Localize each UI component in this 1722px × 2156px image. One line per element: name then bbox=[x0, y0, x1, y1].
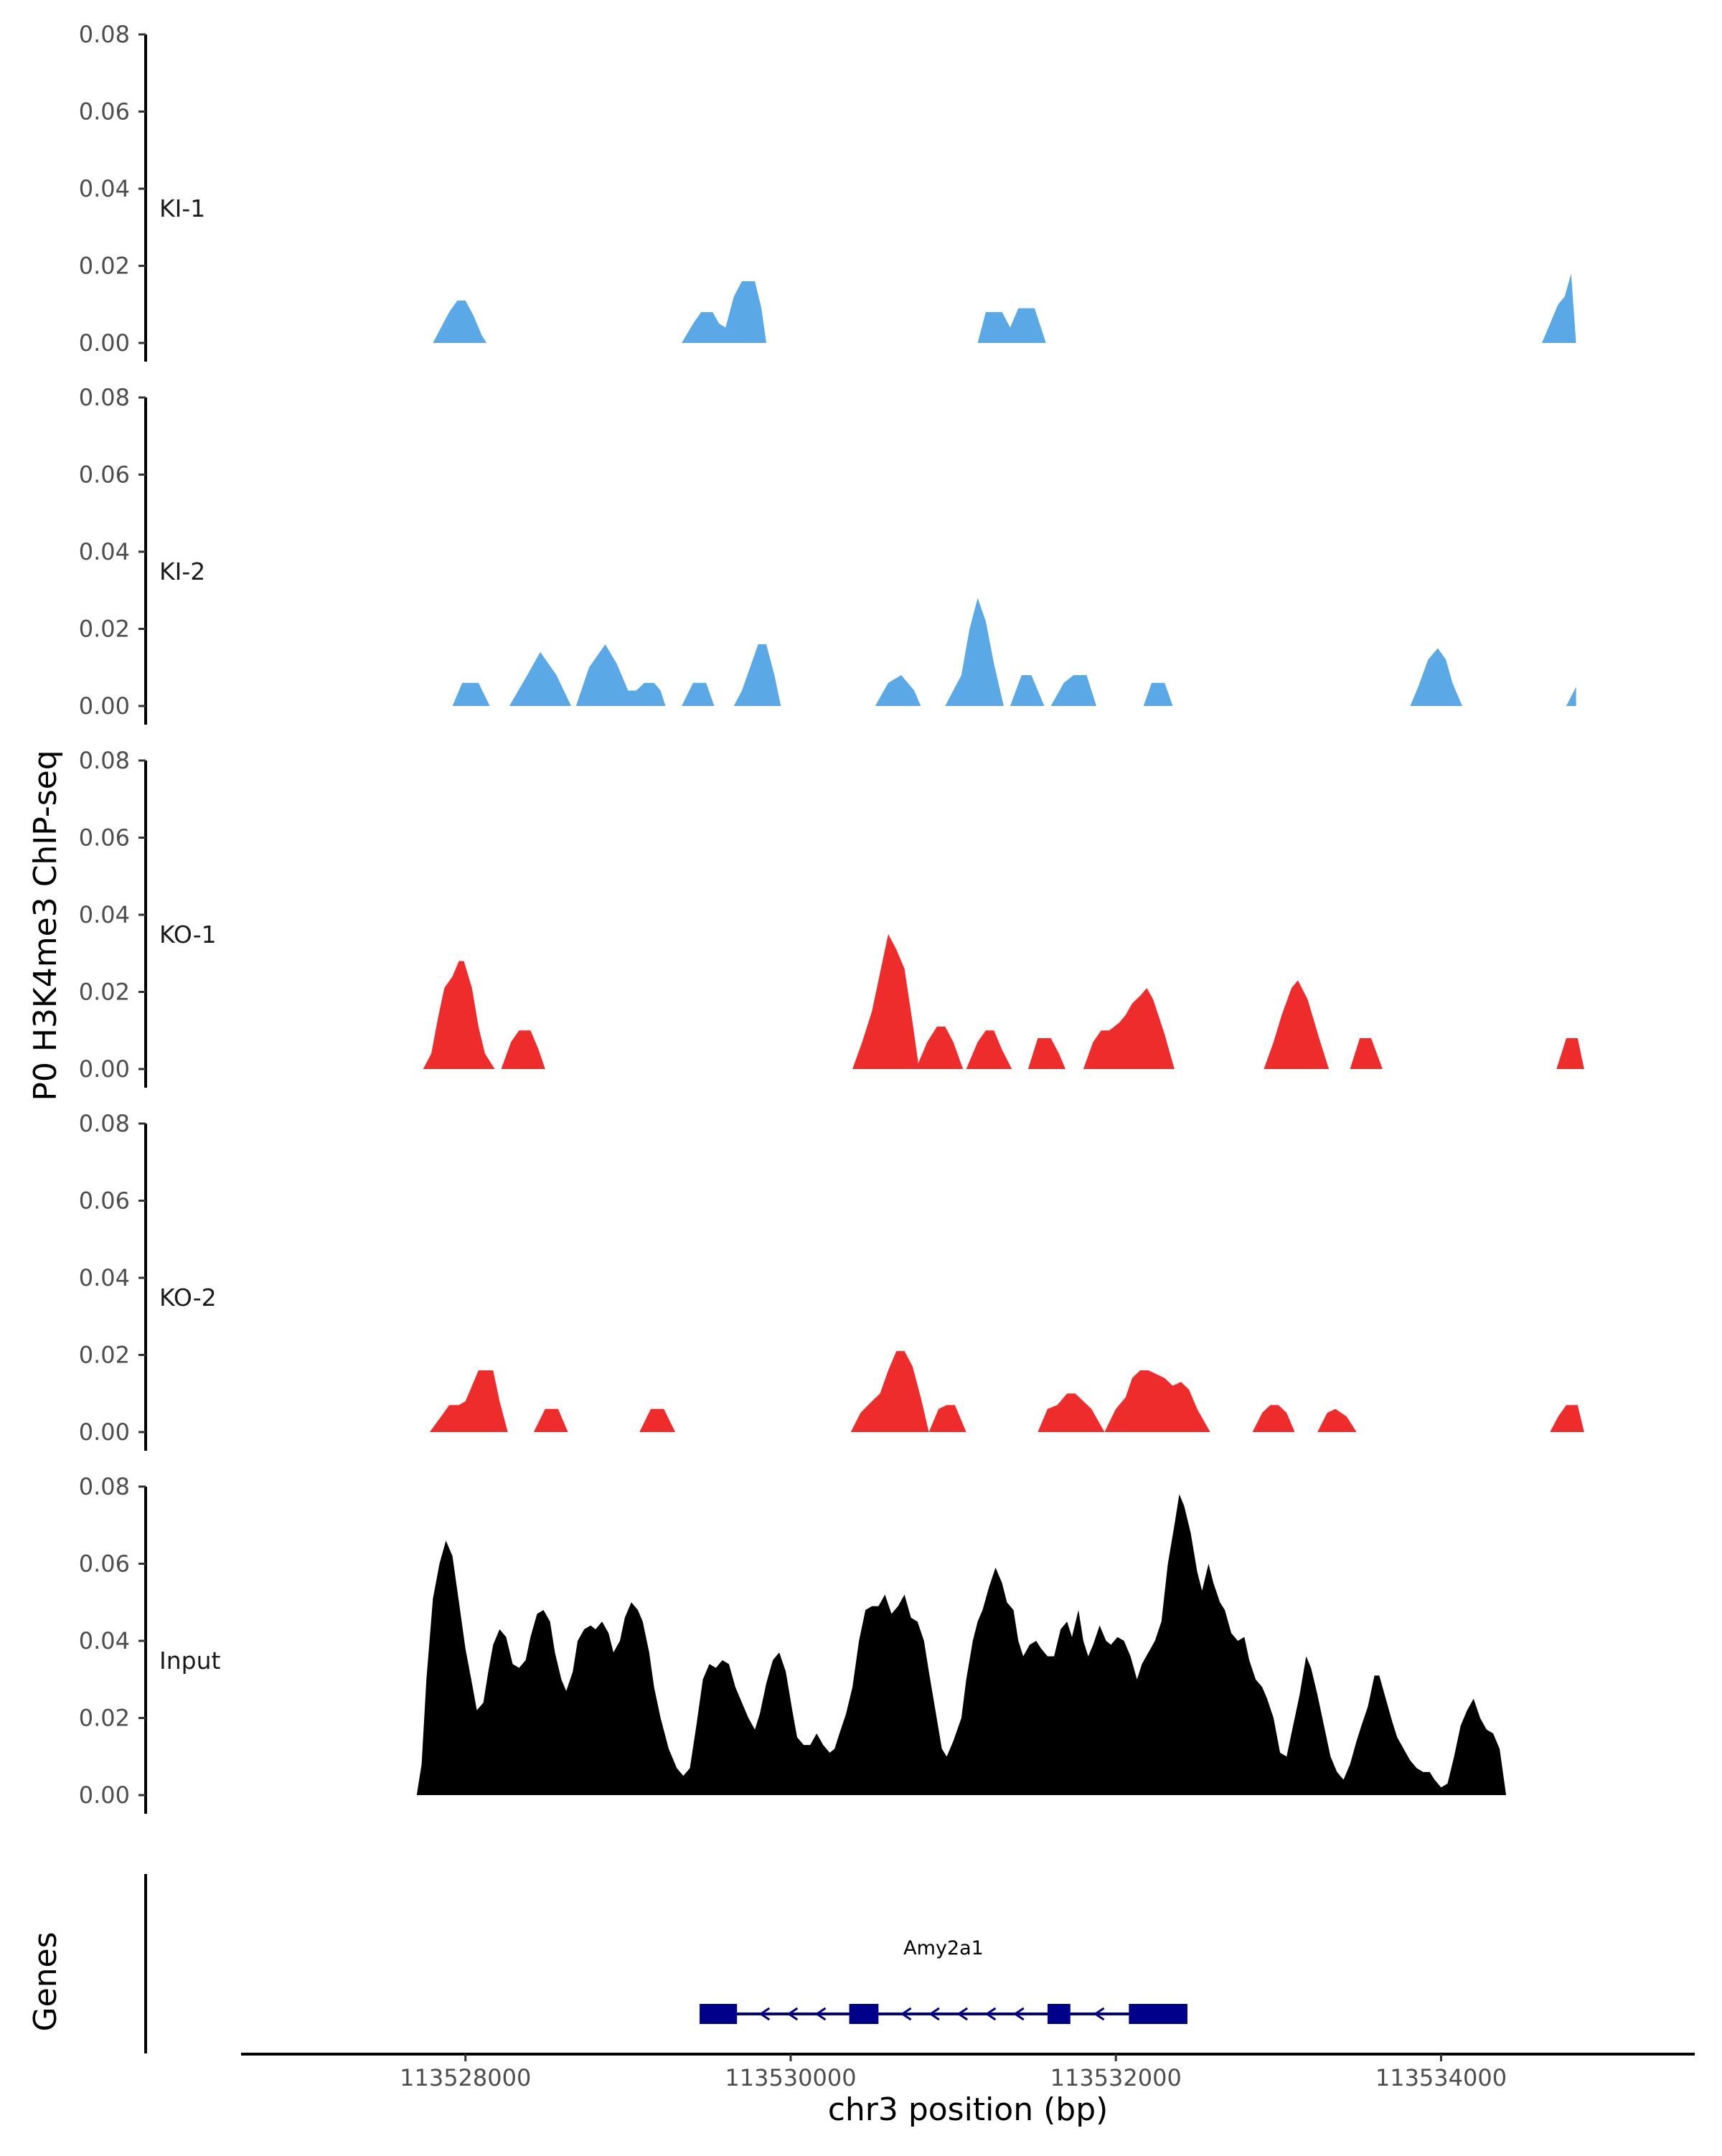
y-tick-label: 0.08 bbox=[79, 747, 130, 774]
x-tick-label: 113528000 bbox=[400, 2064, 531, 2091]
coverage-area-ko-1 bbox=[423, 933, 1584, 1069]
y-tick-label: 0.02 bbox=[79, 1705, 130, 1732]
panel-input: 0.00 0.02 0.04 0.06 0.08 Input bbox=[79, 1473, 1571, 1814]
strand-arrow bbox=[900, 2007, 912, 2021]
y-tick-label: 0.06 bbox=[79, 461, 130, 489]
strand-arrow bbox=[814, 2007, 827, 2021]
y-tick-label: 0.06 bbox=[79, 824, 130, 852]
y-tick-label: 0.04 bbox=[79, 175, 130, 202]
y-tick-label: 0.02 bbox=[79, 979, 130, 1006]
coverage-panels: 0.00 0.02 0.04 0.06 0.08 KI-1 0.00 0.02 0.04 0.06… bbox=[79, 21, 1584, 1814]
y-tick-label: 0.02 bbox=[79, 1342, 130, 1369]
y-tick-label: 0.08 bbox=[79, 1473, 130, 1500]
strand-arrow bbox=[758, 2007, 771, 2021]
strand-arrow bbox=[956, 2007, 969, 2021]
panel-ko-2: 0.00 0.02 0.04 0.06 0.08 KO-2 bbox=[79, 1110, 1584, 1451]
panel-label: KI-2 bbox=[159, 557, 205, 585]
gene-exon bbox=[1129, 2004, 1187, 2024]
genes-track-title: Genes bbox=[27, 1931, 64, 2031]
coverage-area-ko-2 bbox=[429, 1351, 1584, 1432]
gene-exon bbox=[849, 2004, 879, 2024]
gene-name-label: Amy2a1 bbox=[903, 1937, 984, 1959]
x-tick-label: 113534000 bbox=[1375, 2064, 1507, 2091]
gene-amy2a1: Amy2a1 bbox=[700, 1937, 1187, 2024]
strand-arrow bbox=[984, 2007, 997, 2021]
y-tick-label: 0.04 bbox=[79, 901, 130, 928]
coverage-area-ki-2 bbox=[452, 598, 1576, 706]
panel-label: KI-1 bbox=[159, 194, 205, 222]
strand-arrow bbox=[1013, 2007, 1025, 2021]
y-axis-title: P0 H3K4me3 ChIP-seq bbox=[27, 750, 64, 1101]
gene-exon bbox=[700, 2004, 738, 2024]
panel-label: KO-2 bbox=[159, 1284, 217, 1312]
y-tick-label: 0.08 bbox=[79, 21, 130, 48]
panel-label: KO-1 bbox=[159, 921, 217, 948]
x-tick-label: 113532000 bbox=[1050, 2064, 1182, 2091]
y-tick-label: 0.06 bbox=[79, 1550, 130, 1578]
y-tick-label: 0.04 bbox=[79, 1627, 130, 1654]
strand-arrow bbox=[786, 2007, 799, 2021]
gene-track: Amy2a1 bbox=[144, 1874, 1187, 2053]
y-tick-label: 0.02 bbox=[79, 616, 130, 643]
panel-label: Input bbox=[159, 1647, 221, 1675]
y-tick-label: 0.04 bbox=[79, 1264, 130, 1291]
panel-ko-1: 0.00 0.02 0.04 0.06 0.08 KO-1 bbox=[79, 747, 1584, 1088]
y-tick-label: 0.00 bbox=[79, 692, 130, 720]
y-tick-label: 0.08 bbox=[79, 1110, 130, 1137]
y-tick-label: 0.06 bbox=[79, 1187, 130, 1215]
x-tick-label: 113530000 bbox=[725, 2064, 856, 2091]
y-tick-label: 0.04 bbox=[79, 538, 130, 565]
strand-arrow bbox=[1093, 2007, 1105, 2021]
y-tick-label: 0.08 bbox=[79, 384, 130, 411]
panel-ki-2: 0.00 0.02 0.04 0.06 0.08 KI-2 bbox=[79, 384, 1576, 725]
gene-exon bbox=[1048, 2004, 1071, 2024]
y-tick-label: 0.06 bbox=[79, 98, 130, 126]
coverage-area-input bbox=[416, 1494, 1571, 1795]
x-axis-title: chr3 position (bp) bbox=[828, 2091, 1109, 2128]
coverage-area-ki-1 bbox=[433, 273, 1576, 343]
y-tick-label: 0.00 bbox=[79, 1418, 130, 1446]
y-tick-label: 0.00 bbox=[79, 1781, 130, 1809]
y-tick-label: 0.00 bbox=[79, 329, 130, 357]
y-tick-label: 0.00 bbox=[79, 1055, 130, 1083]
strand-arrow bbox=[928, 2007, 940, 2021]
panel-ki-1: 0.00 0.02 0.04 0.06 0.08 KI-1 bbox=[79, 21, 1576, 362]
y-tick-label: 0.02 bbox=[79, 253, 130, 280]
x-axis: 113528000 113530000 113532000 113534000 bbox=[241, 2053, 1695, 2091]
